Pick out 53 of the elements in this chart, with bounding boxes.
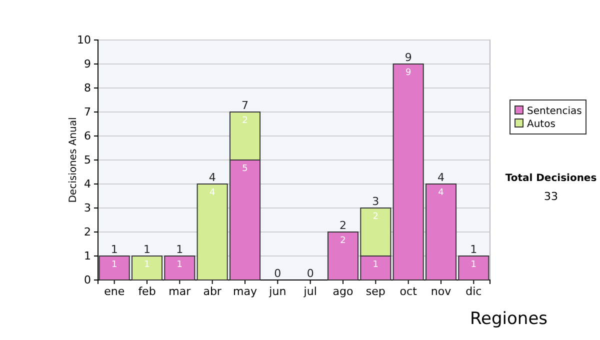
y-tick-label: 0: [84, 274, 91, 287]
x-tick-label: abr: [203, 284, 222, 298]
y-tick-label: 2: [84, 226, 91, 239]
y-tick-label: 10: [77, 34, 91, 47]
legend-label: Sentencias: [527, 106, 582, 117]
total-label: 1: [144, 243, 150, 256]
x-tick-label: oct: [400, 284, 418, 298]
data-label: 1: [176, 260, 183, 270]
total-label: 0: [306, 267, 314, 280]
y-tick-label: 6: [84, 130, 91, 143]
x-tick-label: feb: [138, 284, 156, 298]
data-label: 2: [340, 236, 346, 246]
x-tick-label: jun: [268, 284, 286, 298]
y-tick-label: 5: [84, 154, 91, 167]
text: Regiones: [470, 309, 548, 329]
data-label: 1: [111, 260, 118, 270]
total-label: 0: [274, 267, 282, 280]
text: Total Decisiones: [505, 173, 597, 184]
total-label: 1: [470, 243, 478, 256]
x-tick-label: sep: [366, 284, 386, 298]
total-label: 4: [438, 171, 444, 184]
x-tick-label: nov: [430, 284, 452, 298]
x-tick-label: ago: [332, 284, 354, 298]
y-tick-label: 9: [84, 58, 91, 71]
data-label: 2: [242, 116, 248, 126]
total-label: 2: [340, 219, 346, 232]
total-label: 1: [176, 243, 184, 256]
y-tick-label: 7: [84, 106, 91, 119]
data-label: 5: [242, 164, 248, 174]
total-label: 7: [242, 99, 248, 112]
legend-label: Autos: [527, 119, 556, 130]
data-label: 1: [470, 260, 477, 270]
y-tick-label: 4: [84, 178, 91, 191]
total-label: 4: [208, 171, 216, 184]
data-label: 4: [209, 188, 216, 198]
x-tick-label: may: [233, 284, 258, 298]
total-label: 3: [372, 195, 380, 208]
data-label: 4: [438, 188, 444, 198]
y-tick-label: 8: [84, 82, 91, 95]
y-axis-title: Decisiones Anual: [68, 117, 79, 203]
y-tick-label: 1: [84, 250, 91, 263]
total-label: 9: [404, 51, 412, 64]
data-label: 1: [144, 260, 150, 270]
x-tick-label: dic: [466, 284, 482, 298]
x-tick-label: jul: [302, 284, 317, 298]
text: 33: [544, 190, 558, 203]
data-label: 2: [372, 212, 379, 222]
y-tick-label: 3: [84, 202, 91, 215]
total-label: 1: [110, 243, 118, 256]
x-tick-label: mar: [168, 284, 192, 298]
data-label: 9: [405, 68, 412, 78]
x-tick-label: ene: [104, 284, 125, 298]
data-label: 1: [372, 260, 379, 270]
